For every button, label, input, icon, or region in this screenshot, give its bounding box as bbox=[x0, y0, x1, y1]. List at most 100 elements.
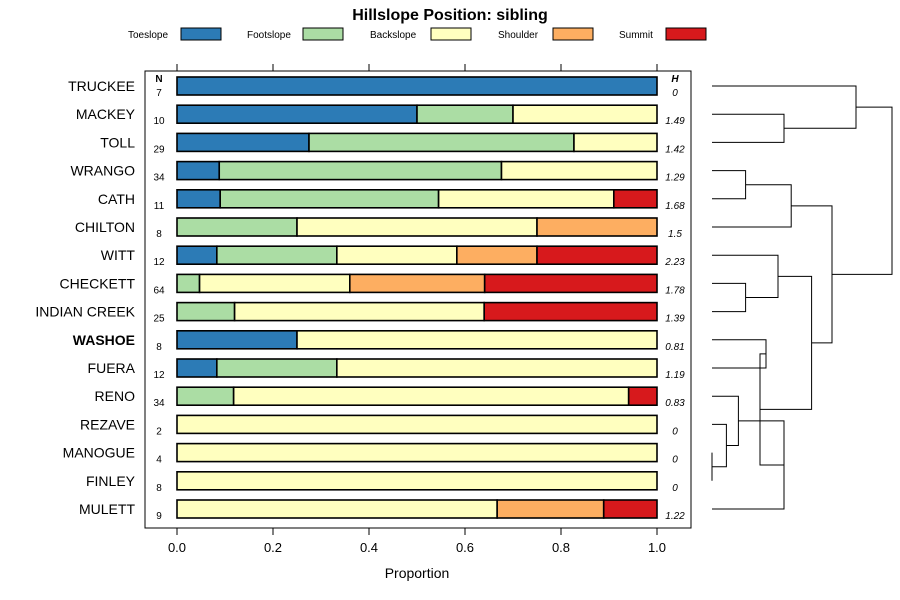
bar-witt-backslope bbox=[336, 245, 458, 265]
row-label: TRUCKEE bbox=[68, 78, 135, 94]
dendrogram-branch bbox=[712, 282, 747, 313]
bar-wrango-toeslope bbox=[176, 160, 221, 181]
bar-witt-shoulder bbox=[456, 245, 538, 265]
bar-witt-summit bbox=[536, 245, 658, 265]
x-axis: 0.0 0.2 0.4 0.6 0.8 1.0 bbox=[168, 528, 666, 555]
row-label: RENO bbox=[95, 388, 136, 404]
bar-reno-backslope bbox=[232, 386, 630, 407]
n-label: 8 bbox=[156, 229, 162, 240]
row-label: MACKEY bbox=[76, 106, 136, 122]
bar-cath-footslope bbox=[219, 189, 440, 209]
bar-mulett-backslope bbox=[176, 499, 498, 519]
row-label: CHECKETT bbox=[60, 275, 136, 291]
row-label: FINLEY bbox=[86, 473, 136, 489]
h-label: 1.22 bbox=[665, 511, 685, 522]
bar-indian-creek-backslope bbox=[233, 301, 486, 322]
n-label: 8 bbox=[156, 342, 162, 353]
n-label: 9 bbox=[156, 511, 162, 522]
chart-title: Hillslope Position: sibling bbox=[352, 7, 548, 24]
legend: Toeslope Footslope Backslope Shoulder Summit bbox=[128, 27, 707, 41]
row-labels: TRUCKEE MACKEY TOLL WRANGO CATH CHILTON WITT CH… bbox=[35, 78, 135, 517]
dendrogram-branch bbox=[712, 170, 747, 200]
x-axis-label: Proportion bbox=[385, 565, 450, 581]
n-label: 34 bbox=[153, 173, 165, 184]
legend-swatch-footslope bbox=[302, 27, 344, 41]
n-label: 12 bbox=[153, 257, 165, 268]
legend-swatch-shoulder bbox=[552, 27, 594, 41]
bar-reno-summit bbox=[627, 386, 658, 407]
bar-witt-footslope bbox=[216, 245, 338, 265]
h-label: 0 bbox=[672, 483, 678, 494]
legend-swatch-backslope bbox=[430, 27, 472, 41]
bar-cath-toeslope bbox=[176, 189, 222, 209]
bar-washoe-toeslope bbox=[176, 329, 298, 350]
row-label: CHILTON bbox=[75, 219, 135, 235]
h-label: 1.29 bbox=[665, 173, 685, 184]
top-axis-ticks bbox=[176, 64, 658, 71]
dendrogram-branch bbox=[712, 339, 767, 369]
legend-label-summit: Summit bbox=[619, 30, 653, 41]
h-labels: 0 1.49 1.42 1.29 1.68 1.5 2.23 1.78 1.39 0.81 1.19… bbox=[664, 88, 685, 522]
bar-witt-toeslope bbox=[176, 245, 218, 265]
n-label: 29 bbox=[153, 144, 165, 155]
h-label: 0 bbox=[672, 88, 678, 99]
bar-reno-footslope bbox=[176, 386, 235, 407]
h-label: 1.78 bbox=[665, 285, 685, 296]
legend-label-shoulder: Shoulder bbox=[498, 30, 539, 41]
bar-manogue-backslope bbox=[176, 442, 658, 463]
bar-wrango-footslope bbox=[218, 160, 503, 181]
dendrogram-branch bbox=[712, 113, 785, 143]
row-label: CATH bbox=[98, 191, 135, 207]
h-label: 0 bbox=[672, 426, 678, 437]
n-label: 10 bbox=[153, 116, 165, 127]
bar-chilton-backslope bbox=[296, 217, 538, 237]
n-label: 25 bbox=[153, 314, 165, 325]
row-label: MANOGUE bbox=[63, 445, 135, 461]
x-tick-label: 0.6 bbox=[456, 540, 474, 555]
bar-fuera-toeslope bbox=[176, 358, 218, 378]
bar-toll-footslope bbox=[308, 132, 575, 153]
row-label: FUERA bbox=[88, 360, 136, 376]
h-column-header: H bbox=[671, 74, 679, 85]
h-label: 0.83 bbox=[665, 398, 685, 409]
bar-chilton-shoulder bbox=[536, 217, 658, 237]
bar-washoe-backslope bbox=[296, 329, 658, 350]
n-label: 4 bbox=[156, 455, 162, 466]
legend-swatch-summit bbox=[665, 27, 707, 41]
bar-toll-backslope bbox=[573, 132, 658, 153]
row-label: REZAVE bbox=[80, 416, 135, 432]
bar-truckee-toeslope bbox=[176, 76, 658, 96]
h-label: 1.19 bbox=[665, 370, 685, 381]
bar-fuera-backslope bbox=[336, 358, 658, 378]
row-label: WRANGO bbox=[70, 163, 135, 179]
h-label: 0 bbox=[672, 455, 678, 466]
bar-mackey-footslope bbox=[416, 104, 514, 124]
n-label: 2 bbox=[156, 426, 162, 437]
bar-mulett-summit bbox=[602, 499, 658, 519]
row-label: WASHOE bbox=[73, 332, 135, 348]
row-label: INDIAN CREEK bbox=[35, 304, 135, 320]
dendrogram-branch bbox=[832, 106, 893, 275]
bar-finley-backslope bbox=[176, 470, 658, 491]
x-tick-label: 0.4 bbox=[360, 540, 378, 555]
bar-toll-toeslope bbox=[176, 132, 310, 153]
h-label: 1.42 bbox=[665, 144, 685, 155]
x-tick-label: 0.0 bbox=[168, 540, 186, 555]
stacked-bars bbox=[176, 76, 658, 519]
h-label: 1.68 bbox=[665, 201, 685, 212]
bar-chilton-footslope bbox=[176, 217, 298, 237]
dendrogram-branch bbox=[712, 184, 792, 228]
h-label: 1.49 bbox=[665, 116, 685, 127]
h-label: 2.23 bbox=[664, 257, 685, 268]
x-tick-label: 0.2 bbox=[264, 540, 282, 555]
bar-indian-creek-summit bbox=[483, 301, 658, 322]
dendrogram-branch bbox=[712, 254, 779, 298]
h-label: 1.39 bbox=[665, 314, 685, 325]
h-label: 1.5 bbox=[668, 229, 682, 240]
bar-checkett-shoulder bbox=[348, 273, 486, 294]
x-tick-label: 1.0 bbox=[648, 540, 666, 555]
dendrogram-branch bbox=[760, 275, 813, 410]
bar-mulett-shoulder bbox=[496, 499, 605, 519]
row-label: MULETT bbox=[79, 501, 135, 517]
